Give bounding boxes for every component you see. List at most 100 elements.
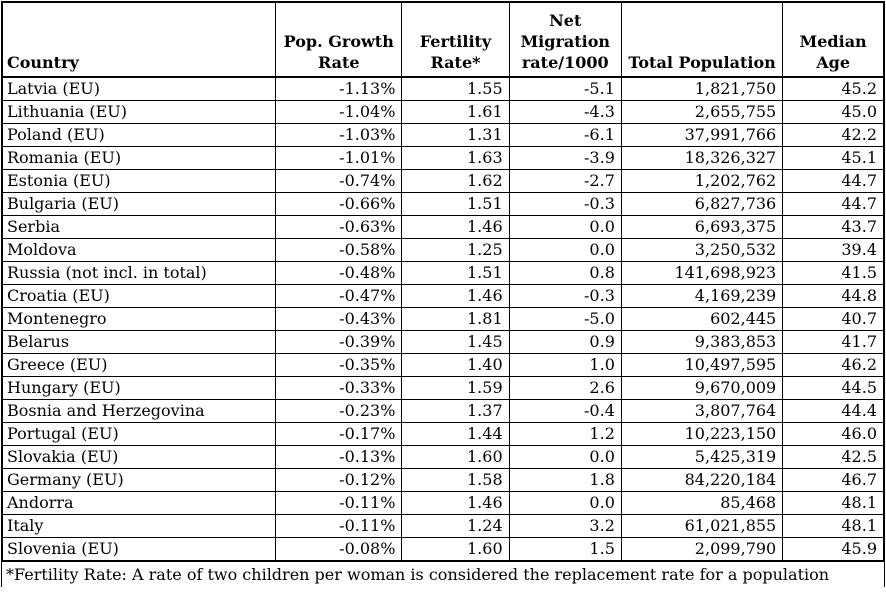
cell-median-age: 42.2 bbox=[782, 123, 885, 147]
cell-median-age: 44.7 bbox=[782, 169, 885, 193]
cell-fertility-rate: 1.24 bbox=[401, 514, 510, 538]
cell-country: Poland (EU) bbox=[1, 123, 277, 147]
cell-fertility-rate: 1.51 bbox=[401, 192, 510, 216]
cell-growth-rate: -0.13% bbox=[275, 445, 403, 469]
table-row: Italy -0.11% 1.24 3.2 61,021,855 48.1 bbox=[1, 514, 885, 538]
cell-growth-rate: -0.35% bbox=[275, 353, 403, 377]
cell-net-migration: 0.0 bbox=[508, 491, 622, 515]
cell-total-population: 2,655,755 bbox=[620, 100, 784, 124]
cell-median-age: 45.0 bbox=[782, 100, 885, 124]
population-table: Country Pop. Growth Rate Fertility Rate*… bbox=[1, 1, 885, 562]
cell-median-age: 39.4 bbox=[782, 238, 885, 262]
cell-fertility-rate: 1.45 bbox=[401, 330, 510, 354]
table-row: Russia (not incl. in total) -0.48% 1.51 … bbox=[1, 261, 885, 285]
cell-growth-rate: -0.17% bbox=[275, 422, 403, 446]
cell-median-age: 41.7 bbox=[782, 330, 885, 354]
cell-net-migration: 0.9 bbox=[508, 330, 622, 354]
cell-fertility-rate: 1.40 bbox=[401, 353, 510, 377]
table-row: Lithuania (EU) -1.04% 1.61 -4.3 2,655,75… bbox=[1, 100, 885, 124]
cell-total-population: 3,807,764 bbox=[620, 399, 784, 423]
table-row: Greece (EU) -0.35% 1.40 1.0 10,497,595 4… bbox=[1, 353, 885, 377]
cell-total-population: 85,468 bbox=[620, 491, 784, 515]
cell-fertility-rate: 1.60 bbox=[401, 445, 510, 469]
cell-growth-rate: -0.43% bbox=[275, 307, 403, 331]
cell-net-migration: 0.0 bbox=[508, 215, 622, 239]
cell-fertility-rate: 1.55 bbox=[401, 76, 510, 101]
cell-net-migration: -5.0 bbox=[508, 307, 622, 331]
table-row: Latvia (EU) -1.13% 1.55 -5.1 1,821,750 4… bbox=[1, 76, 885, 101]
cell-total-population: 37,991,766 bbox=[620, 123, 784, 147]
cell-fertility-rate: 1.58 bbox=[401, 468, 510, 492]
table-row: Croatia (EU) -0.47% 1.46 -0.3 4,169,239 … bbox=[1, 284, 885, 308]
cell-growth-rate: -0.11% bbox=[275, 514, 403, 538]
cell-country: Moldova bbox=[1, 238, 277, 262]
cell-net-migration: -6.1 bbox=[508, 123, 622, 147]
cell-net-migration: -0.3 bbox=[508, 284, 622, 308]
cell-net-migration: -3.9 bbox=[508, 146, 622, 170]
cell-median-age: 46.0 bbox=[782, 422, 885, 446]
cell-net-migration: 0.0 bbox=[508, 238, 622, 262]
cell-fertility-rate: 1.63 bbox=[401, 146, 510, 170]
cell-total-population: 18,326,327 bbox=[620, 146, 784, 170]
cell-growth-rate: -0.12% bbox=[275, 468, 403, 492]
cell-fertility-rate: 1.51 bbox=[401, 261, 510, 285]
cell-net-migration: -0.4 bbox=[508, 399, 622, 423]
cell-growth-rate: -1.04% bbox=[275, 100, 403, 124]
cell-country: Estonia (EU) bbox=[1, 169, 277, 193]
cell-country: Belarus bbox=[1, 330, 277, 354]
cell-fertility-rate: 1.44 bbox=[401, 422, 510, 446]
cell-median-age: 44.4 bbox=[782, 399, 885, 423]
cell-growth-rate: -1.03% bbox=[275, 123, 403, 147]
cell-fertility-rate: 1.46 bbox=[401, 491, 510, 515]
cell-country: Russia (not incl. in total) bbox=[1, 261, 277, 285]
cell-country: Italy bbox=[1, 514, 277, 538]
cell-country: Hungary (EU) bbox=[1, 376, 277, 400]
cell-median-age: 41.5 bbox=[782, 261, 885, 285]
cell-country: Andorra bbox=[1, 491, 277, 515]
table-row: Germany (EU) -0.12% 1.58 1.8 84,220,184 … bbox=[1, 468, 885, 492]
table-row: Portugal (EU) -0.17% 1.44 1.2 10,223,150… bbox=[1, 422, 885, 446]
cell-total-population: 6,827,736 bbox=[620, 192, 784, 216]
cell-fertility-rate: 1.37 bbox=[401, 399, 510, 423]
cell-median-age: 44.5 bbox=[782, 376, 885, 400]
cell-fertility-rate: 1.81 bbox=[401, 307, 510, 331]
column-header-net-migration: Net Migration rate/1000 bbox=[508, 1, 622, 78]
cell-net-migration: -4.3 bbox=[508, 100, 622, 124]
cell-total-population: 10,497,595 bbox=[620, 353, 784, 377]
cell-net-migration: 1.8 bbox=[508, 468, 622, 492]
cell-fertility-rate: 1.60 bbox=[401, 537, 510, 562]
cell-growth-rate: -0.47% bbox=[275, 284, 403, 308]
table-row: Serbia -0.63% 1.46 0.0 6,693,375 43.7 bbox=[1, 215, 885, 239]
cell-net-migration: -0.3 bbox=[508, 192, 622, 216]
table-row: Andorra -0.11% 1.46 0.0 85,468 48.1 bbox=[1, 491, 885, 515]
table-row: Hungary (EU) -0.33% 1.59 2.6 9,670,009 4… bbox=[1, 376, 885, 400]
column-header-median-age: Median Age bbox=[782, 1, 885, 78]
table-row: Slovenia (EU) -0.08% 1.60 1.5 2,099,790 … bbox=[1, 537, 885, 562]
cell-net-migration: 1.0 bbox=[508, 353, 622, 377]
cell-fertility-rate: 1.61 bbox=[401, 100, 510, 124]
cell-median-age: 48.1 bbox=[782, 514, 885, 538]
column-header-total-population: Total Population bbox=[620, 1, 784, 78]
cell-country: Romania (EU) bbox=[1, 146, 277, 170]
cell-country: Bulgaria (EU) bbox=[1, 192, 277, 216]
cell-total-population: 10,223,150 bbox=[620, 422, 784, 446]
cell-growth-rate: -1.13% bbox=[275, 76, 403, 101]
cell-total-population: 9,670,009 bbox=[620, 376, 784, 400]
cell-country: Slovenia (EU) bbox=[1, 537, 277, 562]
cell-growth-rate: -0.11% bbox=[275, 491, 403, 515]
table-row: Montenegro -0.43% 1.81 -5.0 602,445 40.7 bbox=[1, 307, 885, 331]
cell-median-age: 42.5 bbox=[782, 445, 885, 469]
table-row: Bosnia and Herzegovina -0.23% 1.37 -0.4 … bbox=[1, 399, 885, 423]
table-row: Poland (EU) -1.03% 1.31 -6.1 37,991,766 … bbox=[1, 123, 885, 147]
cell-country: Germany (EU) bbox=[1, 468, 277, 492]
cell-median-age: 44.7 bbox=[782, 192, 885, 216]
cell-total-population: 9,383,853 bbox=[620, 330, 784, 354]
column-header-fertility-rate: Fertility Rate* bbox=[401, 1, 510, 78]
cell-net-migration: 0.8 bbox=[508, 261, 622, 285]
table-row: Slovakia (EU) -0.13% 1.60 0.0 5,425,319 … bbox=[1, 445, 885, 469]
cell-total-population: 61,021,855 bbox=[620, 514, 784, 538]
cell-growth-rate: -1.01% bbox=[275, 146, 403, 170]
table-header: Country Pop. Growth Rate Fertility Rate*… bbox=[1, 1, 885, 78]
cell-fertility-rate: 1.62 bbox=[401, 169, 510, 193]
cell-median-age: 48.1 bbox=[782, 491, 885, 515]
